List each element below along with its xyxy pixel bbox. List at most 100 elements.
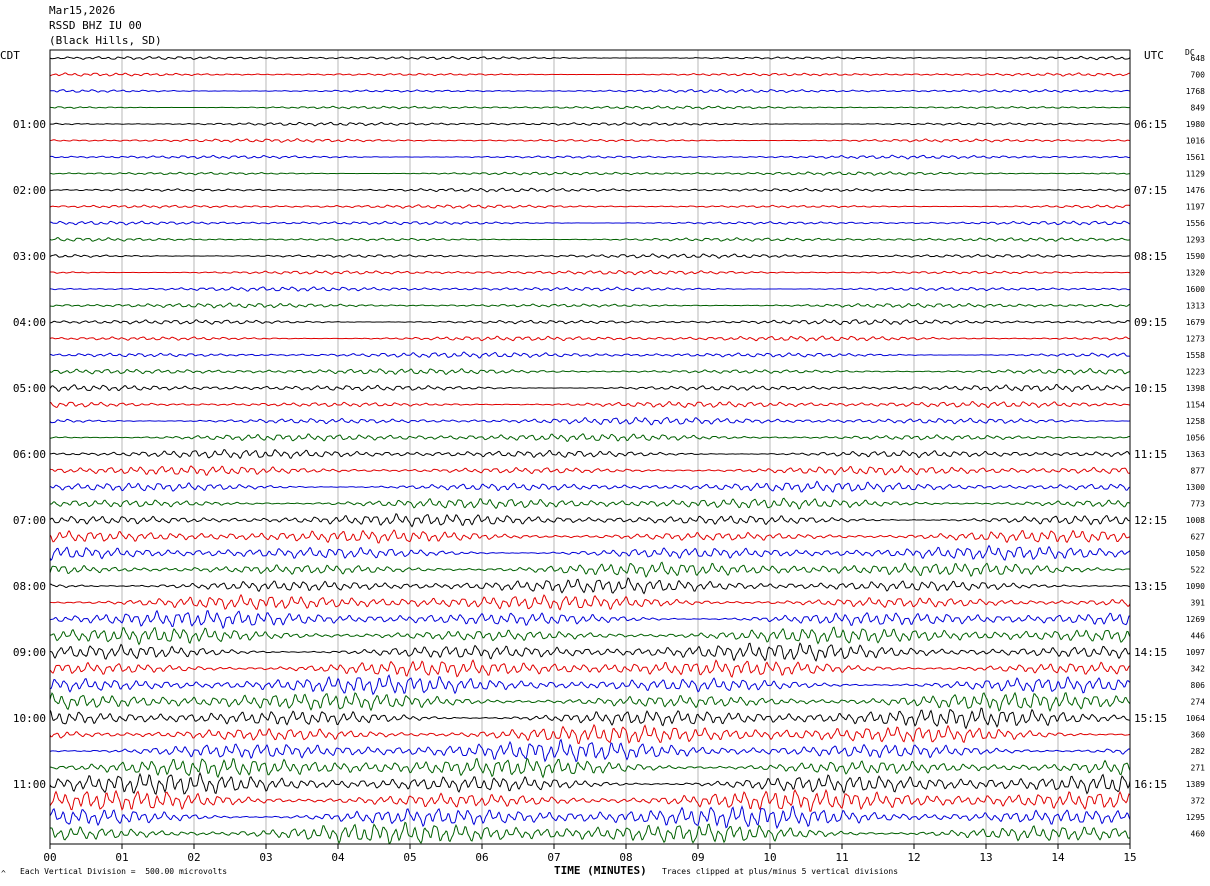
footer-scale-note: Each Vertical Division = 500.00 microvol… [20,867,228,876]
right-hour-label: 07:15 [1134,184,1167,197]
trace-line-30 [49,529,1131,544]
dc-offset-value: 372 [1191,797,1206,806]
header-location: (Black Hills, SD) [49,34,162,47]
left-hour-label: 09:00 [13,646,46,659]
dc-offset-value: 1197 [1186,203,1205,212]
trace-line-37 [49,642,1131,662]
dc-offset-value: 1398 [1186,384,1205,393]
trace-line-24 [49,433,1131,442]
right-hour-label: 12:15 [1134,514,1167,527]
left-hour-label: 02:00 [13,184,46,197]
time-labels: 01:00 02:00 03:00 04:00 05:00 06:00 07:00 08:00… [13,118,1167,791]
trace-line-46 [49,788,1131,812]
x-tick-label: 00 [43,851,56,864]
dc-offset-value: 1269 [1186,615,1205,624]
trace-line-27 [49,480,1131,493]
dc-offset-value: 271 [1191,764,1206,773]
dc-offset-value: 877 [1191,467,1206,476]
trace-line-48 [49,821,1131,845]
dc-offset-value: 282 [1191,747,1206,756]
trace-line-19 [49,351,1130,359]
trace-line-43 [49,738,1131,763]
plot-frame [49,49,1131,845]
dc-offset-value: 1008 [1186,516,1205,525]
x-tick-label: 10 [763,851,776,864]
trace-line-3 [49,88,1131,94]
right-hour-label: 10:15 [1134,382,1167,395]
trace-line-35 [49,609,1131,630]
left-hour-label: 11:00 [13,778,46,791]
dc-offset-value: 1768 [1186,87,1205,96]
x-axis-title: TIME (MINUTES) [554,864,647,877]
x-tick-label: 05 [403,851,416,864]
trace-line-42 [49,723,1131,745]
dc-offset-value: 773 [1191,500,1206,509]
x-axis-ticks: 00 01 02 03 04 05 06 07 08 09 10 11 12 13 14 15 [43,844,1137,864]
trace-line-17 [49,319,1131,326]
dc-offset-value: 1016 [1186,137,1205,146]
corner-mark: ^ [1,869,6,878]
dc-offset-value: 700 [1191,71,1206,80]
x-tick-label: 09 [691,851,704,864]
left-hour-label: 06:00 [13,448,46,461]
trace-line-39 [49,674,1131,696]
trace-line-40 [49,691,1131,713]
right-hour-label: 06:15 [1134,118,1167,131]
x-tick-label: 14 [1051,851,1065,864]
trace-line-41 [49,707,1131,730]
dc-offset-value: 360 [1191,731,1206,740]
dc-offset-value: 1313 [1186,302,1205,311]
trace-line-33 [49,577,1131,595]
trace-line-22 [49,400,1131,409]
trace-line-26 [49,465,1131,476]
left-hour-label: 10:00 [13,712,46,725]
dc-label: DC [1185,48,1195,57]
dc-offset-value: 1056 [1186,434,1205,443]
trace-line-9 [49,187,1131,193]
trace-line-29 [49,513,1131,528]
trace-line-28 [49,497,1131,510]
dc-offset-value: 1064 [1186,714,1205,723]
x-tick-label: 12 [907,851,920,864]
dc-offset-value: 460 [1191,830,1206,839]
dc-offset-value: 1980 [1186,120,1205,129]
dc-offset-value: 1476 [1186,186,1205,195]
minute-gridlines [121,50,1059,844]
trace-line-38 [49,659,1131,678]
dc-offset-value: 342 [1191,665,1206,674]
trace-line-12 [49,237,1131,242]
dc-offset-value: 446 [1191,632,1206,641]
right-hour-label: 08:15 [1134,250,1167,263]
trace-line-15 [49,286,1131,292]
trace-line-5 [49,121,1131,127]
trace-line-18 [49,335,1131,342]
dc-offset-value: 1090 [1186,582,1205,591]
dc-offset-labels: 648 700 1768 849 1980 1016 1561 1129 1476 1197 155… [1186,54,1205,839]
dc-offset-value: 1558 [1186,351,1205,360]
x-tick-label: 07 [547,851,560,864]
dc-offset-value: 1050 [1186,549,1205,558]
left-timezone-label: CDT [0,49,20,62]
dc-offset-value: 274 [1191,698,1206,707]
x-tick-label: 02 [187,851,200,864]
left-hour-label: 03:00 [13,250,46,263]
dc-offset-value: 1223 [1186,368,1205,377]
trace-line-6 [49,138,1131,143]
trace-line-44 [49,757,1131,779]
dc-offset-value: 1293 [1186,236,1205,245]
x-tick-label: 04 [331,851,345,864]
trace-line-47 [49,805,1131,830]
left-hour-label: 04:00 [13,316,46,329]
right-timezone-label: UTC [1144,49,1164,62]
left-hour-label: 05:00 [13,382,46,395]
dc-offset-value: 1556 [1186,219,1205,228]
trace-line-45 [49,771,1131,796]
dc-offset-value: 1590 [1186,252,1205,261]
dc-offset-value: 1300 [1186,483,1205,492]
trace-line-25 [49,449,1131,460]
trace-line-21 [49,384,1131,393]
trace-line-34 [49,593,1131,611]
dc-offset-value: 1258 [1186,417,1205,426]
footer-clip-note: Traces clipped at plus/minus 5 vertical … [662,867,899,876]
